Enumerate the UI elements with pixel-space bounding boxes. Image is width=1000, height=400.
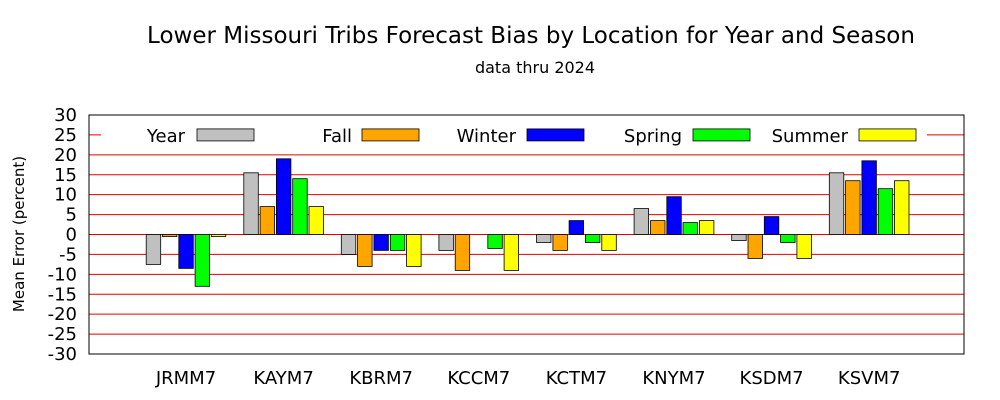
y-tick-label: 5 bbox=[66, 205, 77, 226]
bar-kctm7-fall bbox=[552, 234, 568, 251]
bar-kccm7-summer bbox=[503, 234, 520, 271]
y-tick-label: 25 bbox=[54, 125, 77, 146]
bar-ksdm7-spring bbox=[780, 234, 796, 243]
chart-title: Lower Missouri Tribs Forecast Bias by Lo… bbox=[147, 23, 915, 49]
bar-kaym7-summer bbox=[308, 206, 324, 235]
bar-jrmm7-winter bbox=[178, 234, 194, 269]
chart-subtitle: data thru 2024 bbox=[475, 58, 595, 77]
bar-kctm7-spring bbox=[585, 234, 601, 243]
bar-kaym7-fall bbox=[259, 206, 276, 235]
bar-ksvm7-year bbox=[828, 172, 845, 235]
x-category-label: KSVM7 bbox=[838, 368, 901, 389]
bar-kccm7-spring bbox=[487, 234, 503, 249]
bar-kbrm7-winter bbox=[373, 234, 389, 251]
bar-kctm7-winter bbox=[568, 220, 584, 235]
bar-kctm7-summer bbox=[601, 234, 617, 251]
y-tick-label: 30 bbox=[54, 105, 77, 126]
legend: Year Fall Winter Spring Summer bbox=[101, 125, 927, 147]
bar-ksdm7-summer bbox=[796, 234, 812, 259]
y-tick-label: -30 bbox=[48, 344, 77, 365]
legend-swatch-summer bbox=[858, 128, 917, 142]
bar-ksdm7-year bbox=[731, 234, 747, 241]
y-tick-label: -20 bbox=[48, 304, 77, 325]
grid-lines bbox=[89, 134, 964, 335]
bar-ksdm7-winter bbox=[763, 216, 780, 235]
bars-group bbox=[145, 158, 910, 287]
bar-ksvm7-fall bbox=[845, 180, 861, 235]
legend-swatch-spring bbox=[692, 128, 751, 142]
y-tick-label: 15 bbox=[54, 165, 77, 186]
legend-swatch-winter bbox=[526, 128, 585, 142]
bar-jrmm7-fall bbox=[161, 234, 178, 237]
plot-frame bbox=[88, 114, 965, 355]
x-category-label: KSDM7 bbox=[740, 368, 804, 389]
bar-kccm7-year bbox=[438, 234, 454, 251]
legend-label-spring: Spring bbox=[624, 126, 682, 147]
bar-ksvm7-winter bbox=[861, 160, 877, 235]
x-category-label: KAYM7 bbox=[253, 368, 313, 389]
x-category-label: KCCM7 bbox=[447, 368, 510, 389]
bar-kbrm7-spring bbox=[389, 234, 406, 251]
bar-kbrm7-year bbox=[340, 234, 357, 255]
bar-jrmm7-year bbox=[145, 234, 162, 265]
legend-label-fall: Fall bbox=[322, 126, 352, 147]
bar-knym7-winter bbox=[666, 196, 682, 235]
bar-ksdm7-fall bbox=[747, 234, 763, 259]
bar-knym7-spring bbox=[682, 222, 698, 235]
y-axis-label: Mean Error (percent) bbox=[10, 156, 28, 312]
y-tick-label: 10 bbox=[54, 185, 77, 206]
bar-kccm7-fall bbox=[454, 234, 471, 271]
x-category-label: KCTM7 bbox=[546, 368, 607, 389]
x-category-label: KBRM7 bbox=[349, 368, 413, 389]
x-axis-categories: JRMM7 KAYM7 KBRM7 KCCM7 KCTM7 KNYM7 KSDM7 KSVM7 bbox=[155, 368, 901, 389]
bar-ksvm7-spring bbox=[877, 188, 894, 235]
bar-knym7-summer bbox=[699, 220, 715, 235]
bar-kaym7-year bbox=[243, 172, 259, 235]
y-tick-label: -15 bbox=[48, 284, 77, 305]
bar-jrmm7-spring bbox=[194, 234, 211, 287]
legend-swatch-year bbox=[196, 128, 255, 142]
y-tick-label: 20 bbox=[54, 145, 77, 166]
y-tick-label: -5 bbox=[59, 244, 77, 265]
legend-label-summer: Summer bbox=[772, 126, 849, 147]
bar-kaym7-spring bbox=[292, 178, 308, 235]
y-tick-label: -10 bbox=[48, 264, 77, 285]
bar-ksvm7-summer bbox=[894, 180, 910, 235]
bar-kaym7-winter bbox=[275, 158, 292, 235]
bar-jrmm7-summer bbox=[210, 234, 227, 237]
bar-kbrm7-fall bbox=[357, 234, 373, 267]
x-category-label: KNYM7 bbox=[642, 368, 705, 389]
bar-kctm7-year bbox=[536, 234, 552, 243]
bar-knym7-fall bbox=[650, 220, 666, 235]
y-tick-label: -25 bbox=[48, 324, 77, 345]
bar-kbrm7-summer bbox=[406, 234, 422, 267]
bar-knym7-year bbox=[633, 208, 649, 235]
y-tick-label: 0 bbox=[66, 225, 77, 246]
legend-label-year: Year bbox=[146, 126, 186, 147]
legend-label-winter: Winter bbox=[457, 126, 517, 147]
legend-swatch-fall bbox=[361, 128, 420, 142]
x-category-label: JRMM7 bbox=[155, 368, 216, 389]
